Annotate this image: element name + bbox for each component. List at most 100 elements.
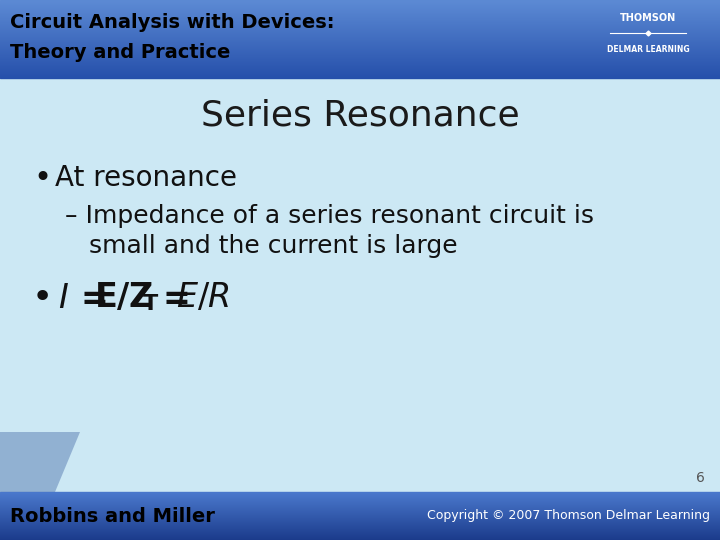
Bar (0, 50, 720, 51)
Text: – Impedance of a series resonant circuit is: – Impedance of a series resonant circuit… (65, 204, 594, 228)
Bar (0, 74, 720, 75)
Bar (0, 507, 720, 508)
Bar (0, 513, 720, 514)
Bar (0, 5, 720, 6)
Bar (0, 538, 720, 539)
Bar (0, 510, 720, 511)
Bar (0, 32, 720, 33)
Bar (0, 497, 720, 498)
Bar (0, 512, 720, 513)
Bar (0, 31, 720, 32)
Bar (0, 16, 720, 17)
Bar (0, 536, 720, 537)
Bar (0, 70, 720, 71)
Bar (0, 519, 720, 520)
Bar (0, 61, 720, 62)
Bar (0, 521, 720, 522)
Bar (0, 17, 720, 18)
Text: Circuit Analysis with Devices:: Circuit Analysis with Devices: (10, 12, 335, 31)
Bar (0, 39, 720, 40)
Bar (0, 509, 720, 510)
Bar (0, 52, 720, 53)
Text: Robbins and Miller: Robbins and Miller (10, 507, 215, 525)
Bar (0, 40, 720, 41)
Bar (0, 12, 720, 13)
Text: small and the current is large: small and the current is large (65, 234, 458, 258)
Text: $\mathbf{=}$: $\mathbf{=}$ (74, 281, 107, 314)
Bar (0, 22, 720, 23)
Bar (0, 493, 720, 494)
Bar (0, 528, 720, 529)
Bar (0, 504, 720, 505)
Text: 6: 6 (696, 471, 704, 485)
Bar (0, 54, 720, 55)
Bar (0, 495, 720, 496)
Bar (0, 516, 720, 517)
Bar (0, 517, 720, 518)
Bar (0, 532, 720, 533)
Bar (0, 506, 720, 507)
Bar (0, 25, 720, 26)
Bar (0, 35, 720, 36)
Bar (0, 33, 720, 34)
Bar (0, 23, 720, 24)
Bar (0, 47, 720, 48)
Text: Copyright © 2007 Thomson Delmar Learning: Copyright © 2007 Thomson Delmar Learning (427, 510, 710, 523)
Bar (0, 15, 720, 16)
Text: •: • (33, 164, 51, 192)
Bar (0, 8, 720, 9)
Bar (0, 59, 720, 60)
Bar (0, 525, 720, 526)
Bar (0, 43, 720, 44)
Bar (0, 492, 720, 493)
Bar (0, 539, 720, 540)
Bar (0, 76, 720, 77)
Bar (0, 13, 720, 14)
Bar (0, 64, 720, 65)
Bar (0, 502, 720, 503)
Bar (0, 27, 720, 28)
Bar (0, 34, 720, 35)
Bar (0, 41, 720, 42)
Bar (0, 527, 720, 528)
Bar (0, 515, 720, 516)
Bar (0, 0, 720, 1)
Bar (0, 72, 720, 73)
Bar (0, 531, 720, 532)
Bar (0, 53, 720, 54)
Bar (0, 26, 720, 27)
Bar (0, 28, 720, 29)
Text: $\mathbf{\it{E/R}}$: $\mathbf{\it{E/R}}$ (176, 281, 230, 314)
Bar (0, 36, 720, 37)
Bar (0, 511, 720, 512)
Bar (0, 7, 720, 8)
Bar (0, 67, 720, 68)
Bar (0, 503, 720, 504)
Bar (0, 30, 720, 31)
Bar (0, 19, 720, 20)
Bar (0, 530, 720, 531)
Text: Series Resonance: Series Resonance (201, 99, 519, 133)
Bar (0, 494, 720, 495)
Text: DELMAR LEARNING: DELMAR LEARNING (607, 45, 689, 55)
Bar (0, 529, 720, 530)
Bar (0, 44, 720, 45)
Bar (0, 534, 720, 535)
Bar (0, 500, 720, 501)
Bar (0, 20, 720, 21)
Bar (0, 63, 720, 64)
Bar (0, 496, 720, 497)
Bar (0, 69, 720, 70)
Bar (0, 29, 720, 30)
Bar (0, 498, 720, 499)
Bar (0, 77, 720, 78)
Bar (0, 4, 720, 5)
Bar (0, 514, 720, 515)
Bar (0, 505, 720, 506)
Bar (0, 68, 720, 69)
Bar (0, 46, 720, 47)
Bar (0, 48, 720, 49)
Bar (0, 518, 720, 519)
Bar (0, 3, 720, 4)
Bar (0, 18, 720, 19)
